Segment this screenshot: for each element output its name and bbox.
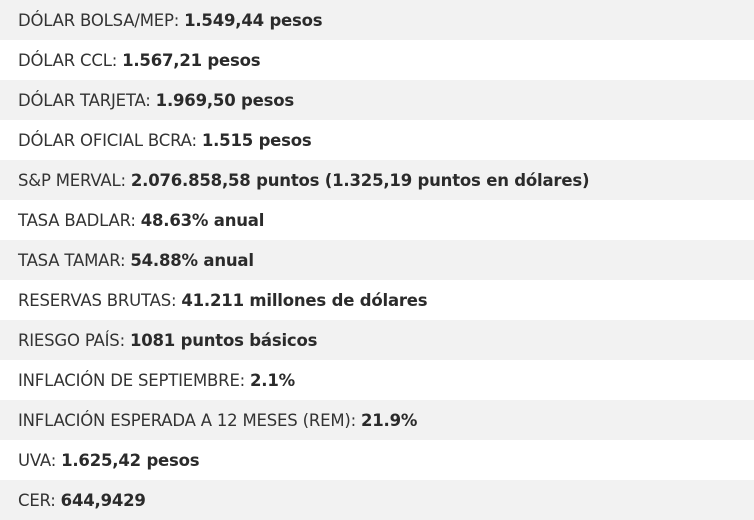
indicator-row: RIESGO PAÍS: 1081 puntos básicos	[0, 320, 754, 360]
indicator-value: 1.515 pesos	[201, 130, 312, 150]
indicator-label: RIESGO PAÍS:	[18, 330, 125, 350]
indicator-row: S&P MERVAL: 2.076.858,58 puntos (1.325,19…	[0, 160, 754, 200]
indicator-value: 41.211 millones de dólares	[181, 290, 428, 310]
indicator-row: CER: 644,9429	[0, 480, 754, 520]
indicator-label: INFLACIÓN ESPERADA A 12 MESES (REM):	[18, 410, 356, 430]
indicator-label: DÓLAR BOLSA/MEP:	[18, 10, 180, 30]
indicator-value: 644,9429	[60, 490, 146, 510]
indicator-value: 1.625,42 pesos	[61, 450, 200, 470]
indicator-row: INFLACIÓN ESPERADA A 12 MESES (REM): 21.9…	[0, 400, 754, 440]
indicator-label: DÓLAR CCL:	[18, 50, 118, 70]
indicator-label: TASA BADLAR:	[18, 210, 136, 230]
indicator-row: TASA TAMAR: 54.88% anual	[0, 240, 754, 280]
indicator-row: UVA: 1.625,42 pesos	[0, 440, 754, 480]
indicator-value: 2.1%	[250, 370, 295, 390]
indicator-label: DÓLAR TARJETA:	[18, 90, 151, 110]
indicator-label: UVA:	[18, 450, 57, 470]
indicator-row: DÓLAR TARJETA: 1.969,50 pesos	[0, 80, 754, 120]
indicator-row: DÓLAR OFICIAL BCRA: 1.515 pesos	[0, 120, 754, 160]
indicator-row: DÓLAR CCL: 1.567,21 pesos	[0, 40, 754, 80]
indicator-row: RESERVAS BRUTAS: 41.211 millones de dólar…	[0, 280, 754, 320]
indicator-label: DÓLAR OFICIAL BCRA:	[18, 130, 197, 150]
indicator-label: CER:	[18, 490, 56, 510]
indicator-value: 1.969,50 pesos	[155, 90, 295, 110]
indicator-value: 21.9%	[360, 410, 418, 430]
indicator-label: S&P MERVAL:	[18, 170, 126, 190]
indicator-label: INFLACIÓN DE SEPTIEMBRE:	[18, 370, 246, 390]
indicator-row: INFLACIÓN DE SEPTIEMBRE: 2.1%	[0, 360, 754, 400]
indicator-label: TASA TAMAR:	[18, 250, 126, 270]
indicator-label: RESERVAS BRUTAS:	[18, 290, 177, 310]
indicator-value: 48.63% anual	[140, 210, 265, 230]
indicator-value: 2.076.858,58 puntos (1.325,19 puntos en …	[130, 170, 590, 190]
indicator-row: DÓLAR BOLSA/MEP: 1.549,44 pesos	[0, 0, 754, 40]
indicator-value: 1.549,44 pesos	[184, 10, 323, 30]
indicator-value: 1081 puntos básicos	[129, 330, 318, 350]
indicator-row: TASA BADLAR: 48.63% anual	[0, 200, 754, 240]
indicator-value: 1.567,21 pesos	[122, 50, 261, 70]
indicator-value: 54.88% anual	[130, 250, 254, 270]
